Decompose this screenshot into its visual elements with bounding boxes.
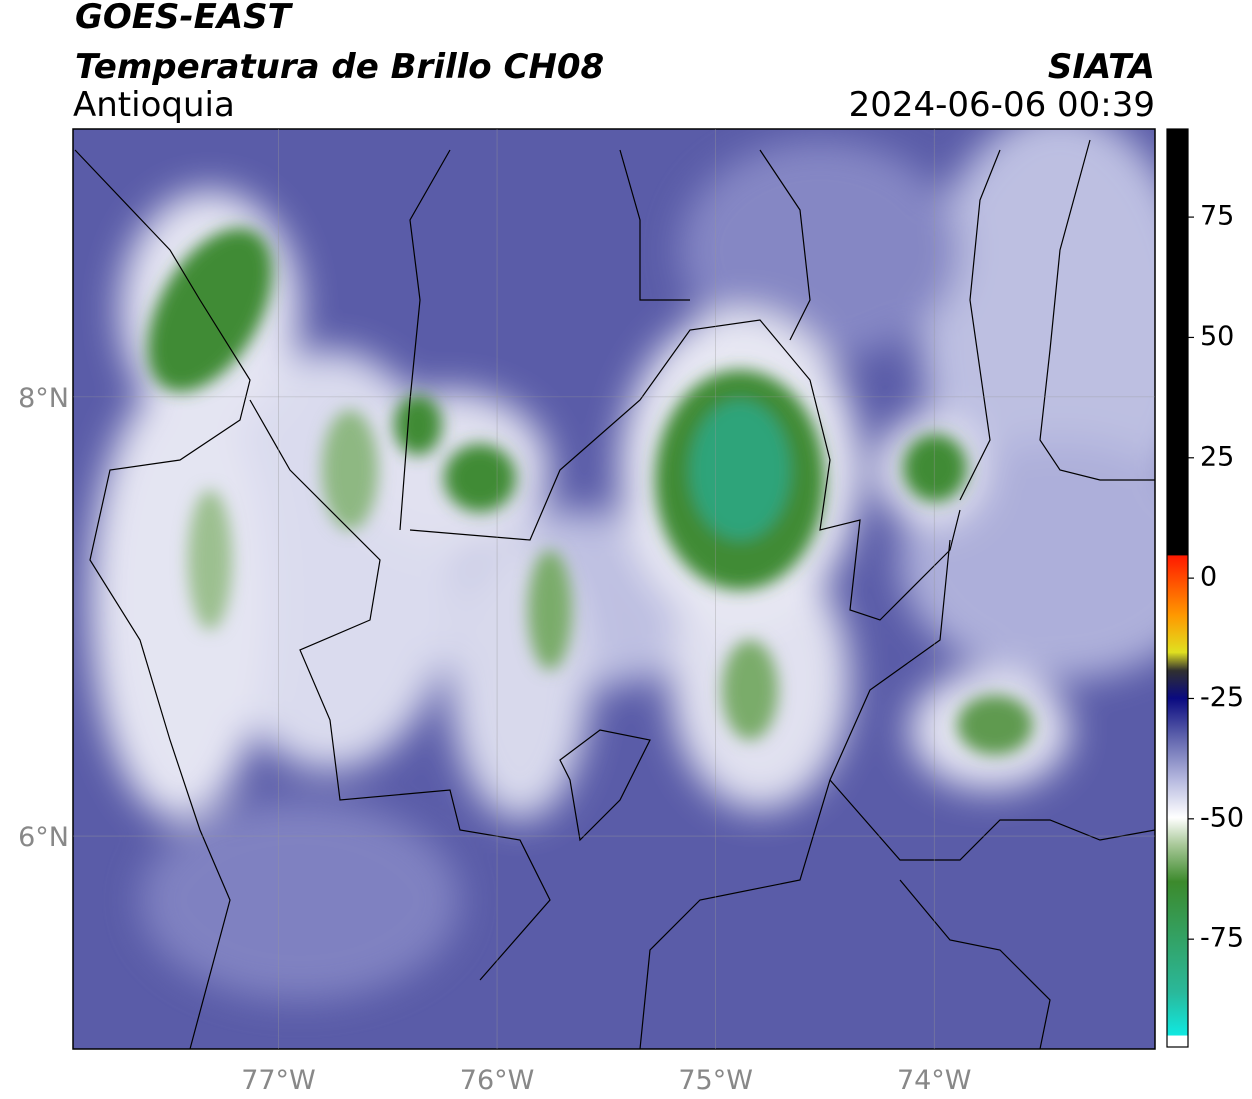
title: GOES-EAST [75,0,294,37]
colorbar-tick-label: 50 [1200,321,1234,352]
colorbar-tick-label: 0 [1200,562,1217,593]
x-tick-label: 76°W [460,1065,535,1096]
subtitle: Temperatura de Brillo CH08 [75,47,604,87]
satellite-image [73,129,1155,1049]
colorbar-tick-label: 75 [1200,201,1234,232]
x-tick-label: 77°W [241,1065,316,1096]
map-frame [72,128,1156,1050]
datetime: 2024-06-06 00:39 [849,85,1155,125]
source: SIATA [1048,47,1155,87]
colorbar [1166,128,1189,1048]
colorbar-tick-label: -50 [1200,802,1244,833]
x-tick-label: 74°W [897,1065,972,1096]
colorbar-tick-label: -25 [1200,682,1244,713]
colorbar-tick-label: -75 [1200,923,1244,954]
y-tick-label: 8°N [18,383,69,414]
colorbar-tick-label: 25 [1200,441,1234,472]
x-tick-label: 75°W [678,1065,753,1096]
y-tick-label: 6°N [18,822,69,853]
region: Antioquia [73,85,235,125]
